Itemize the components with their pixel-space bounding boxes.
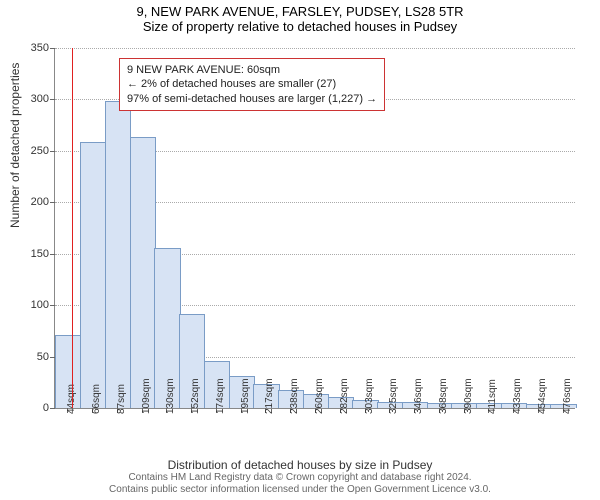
x-tick-label: 152sqm: [190, 378, 201, 414]
footer-line-2: Contains public sector information licen…: [0, 484, 600, 496]
x-tick-label: 433sqm: [512, 378, 523, 414]
y-tick-label: 300: [31, 93, 55, 105]
x-tick-label: 282sqm: [339, 378, 350, 414]
y-tick-label: 100: [31, 299, 55, 311]
y-tick-label: 200: [31, 196, 55, 208]
page-title: 9, NEW PARK AVENUE, FARSLEY, PUDSEY, LS2…: [0, 0, 600, 19]
x-tick-label: 346sqm: [413, 378, 424, 414]
x-tick-label: 109sqm: [141, 378, 152, 414]
histogram-bar: [130, 137, 156, 409]
x-tick-label: 454sqm: [537, 378, 548, 414]
y-axis-label: Number of detached properties: [8, 63, 22, 228]
x-tick-label: 303sqm: [364, 378, 375, 414]
x-tick-label: 195sqm: [240, 378, 251, 414]
x-tick-label: 260sqm: [314, 378, 325, 414]
y-tick-label: 250: [31, 145, 55, 157]
y-tick-label: 0: [43, 402, 55, 414]
x-tick-label: 411sqm: [487, 379, 498, 414]
page-subtitle: Size of property relative to detached ho…: [0, 19, 600, 36]
x-axis-label: Distribution of detached houses by size …: [0, 458, 600, 472]
x-tick-label: 217sqm: [264, 378, 275, 414]
property-marker-line: [72, 48, 73, 408]
x-tick-label: 66sqm: [91, 384, 102, 414]
footer: Contains HM Land Registry data © Crown c…: [0, 472, 600, 496]
x-tick-label: 390sqm: [463, 378, 474, 414]
x-tick-label: 476sqm: [562, 378, 573, 414]
histogram-bar: [80, 142, 106, 408]
x-tick-label: 368sqm: [438, 378, 449, 414]
info-box-line: 97% of semi-detached houses are larger (…: [127, 92, 377, 106]
info-box-line: ← 2% of detached houses are smaller (27): [127, 77, 377, 91]
x-tick-label: 238sqm: [289, 378, 300, 414]
info-box-line: 9 NEW PARK AVENUE: 60sqm: [127, 63, 377, 77]
info-box: 9 NEW PARK AVENUE: 60sqm← 2% of detached…: [119, 58, 385, 111]
x-tick-label: 174sqm: [215, 378, 226, 414]
x-tick-label: 87sqm: [116, 384, 127, 414]
y-tick-label: 150: [31, 248, 55, 260]
y-tick-label: 350: [31, 42, 55, 54]
x-tick-label: 325sqm: [388, 378, 399, 414]
y-tick-label: 50: [37, 351, 55, 363]
footer-line-1: Contains HM Land Registry data © Crown c…: [0, 472, 600, 484]
grid-line: [55, 48, 575, 49]
chart-plot-area: 05010015020025030035044sqm66sqm87sqm109s…: [54, 48, 575, 409]
histogram-bar: [105, 101, 131, 409]
x-tick-label: 130sqm: [165, 378, 176, 414]
